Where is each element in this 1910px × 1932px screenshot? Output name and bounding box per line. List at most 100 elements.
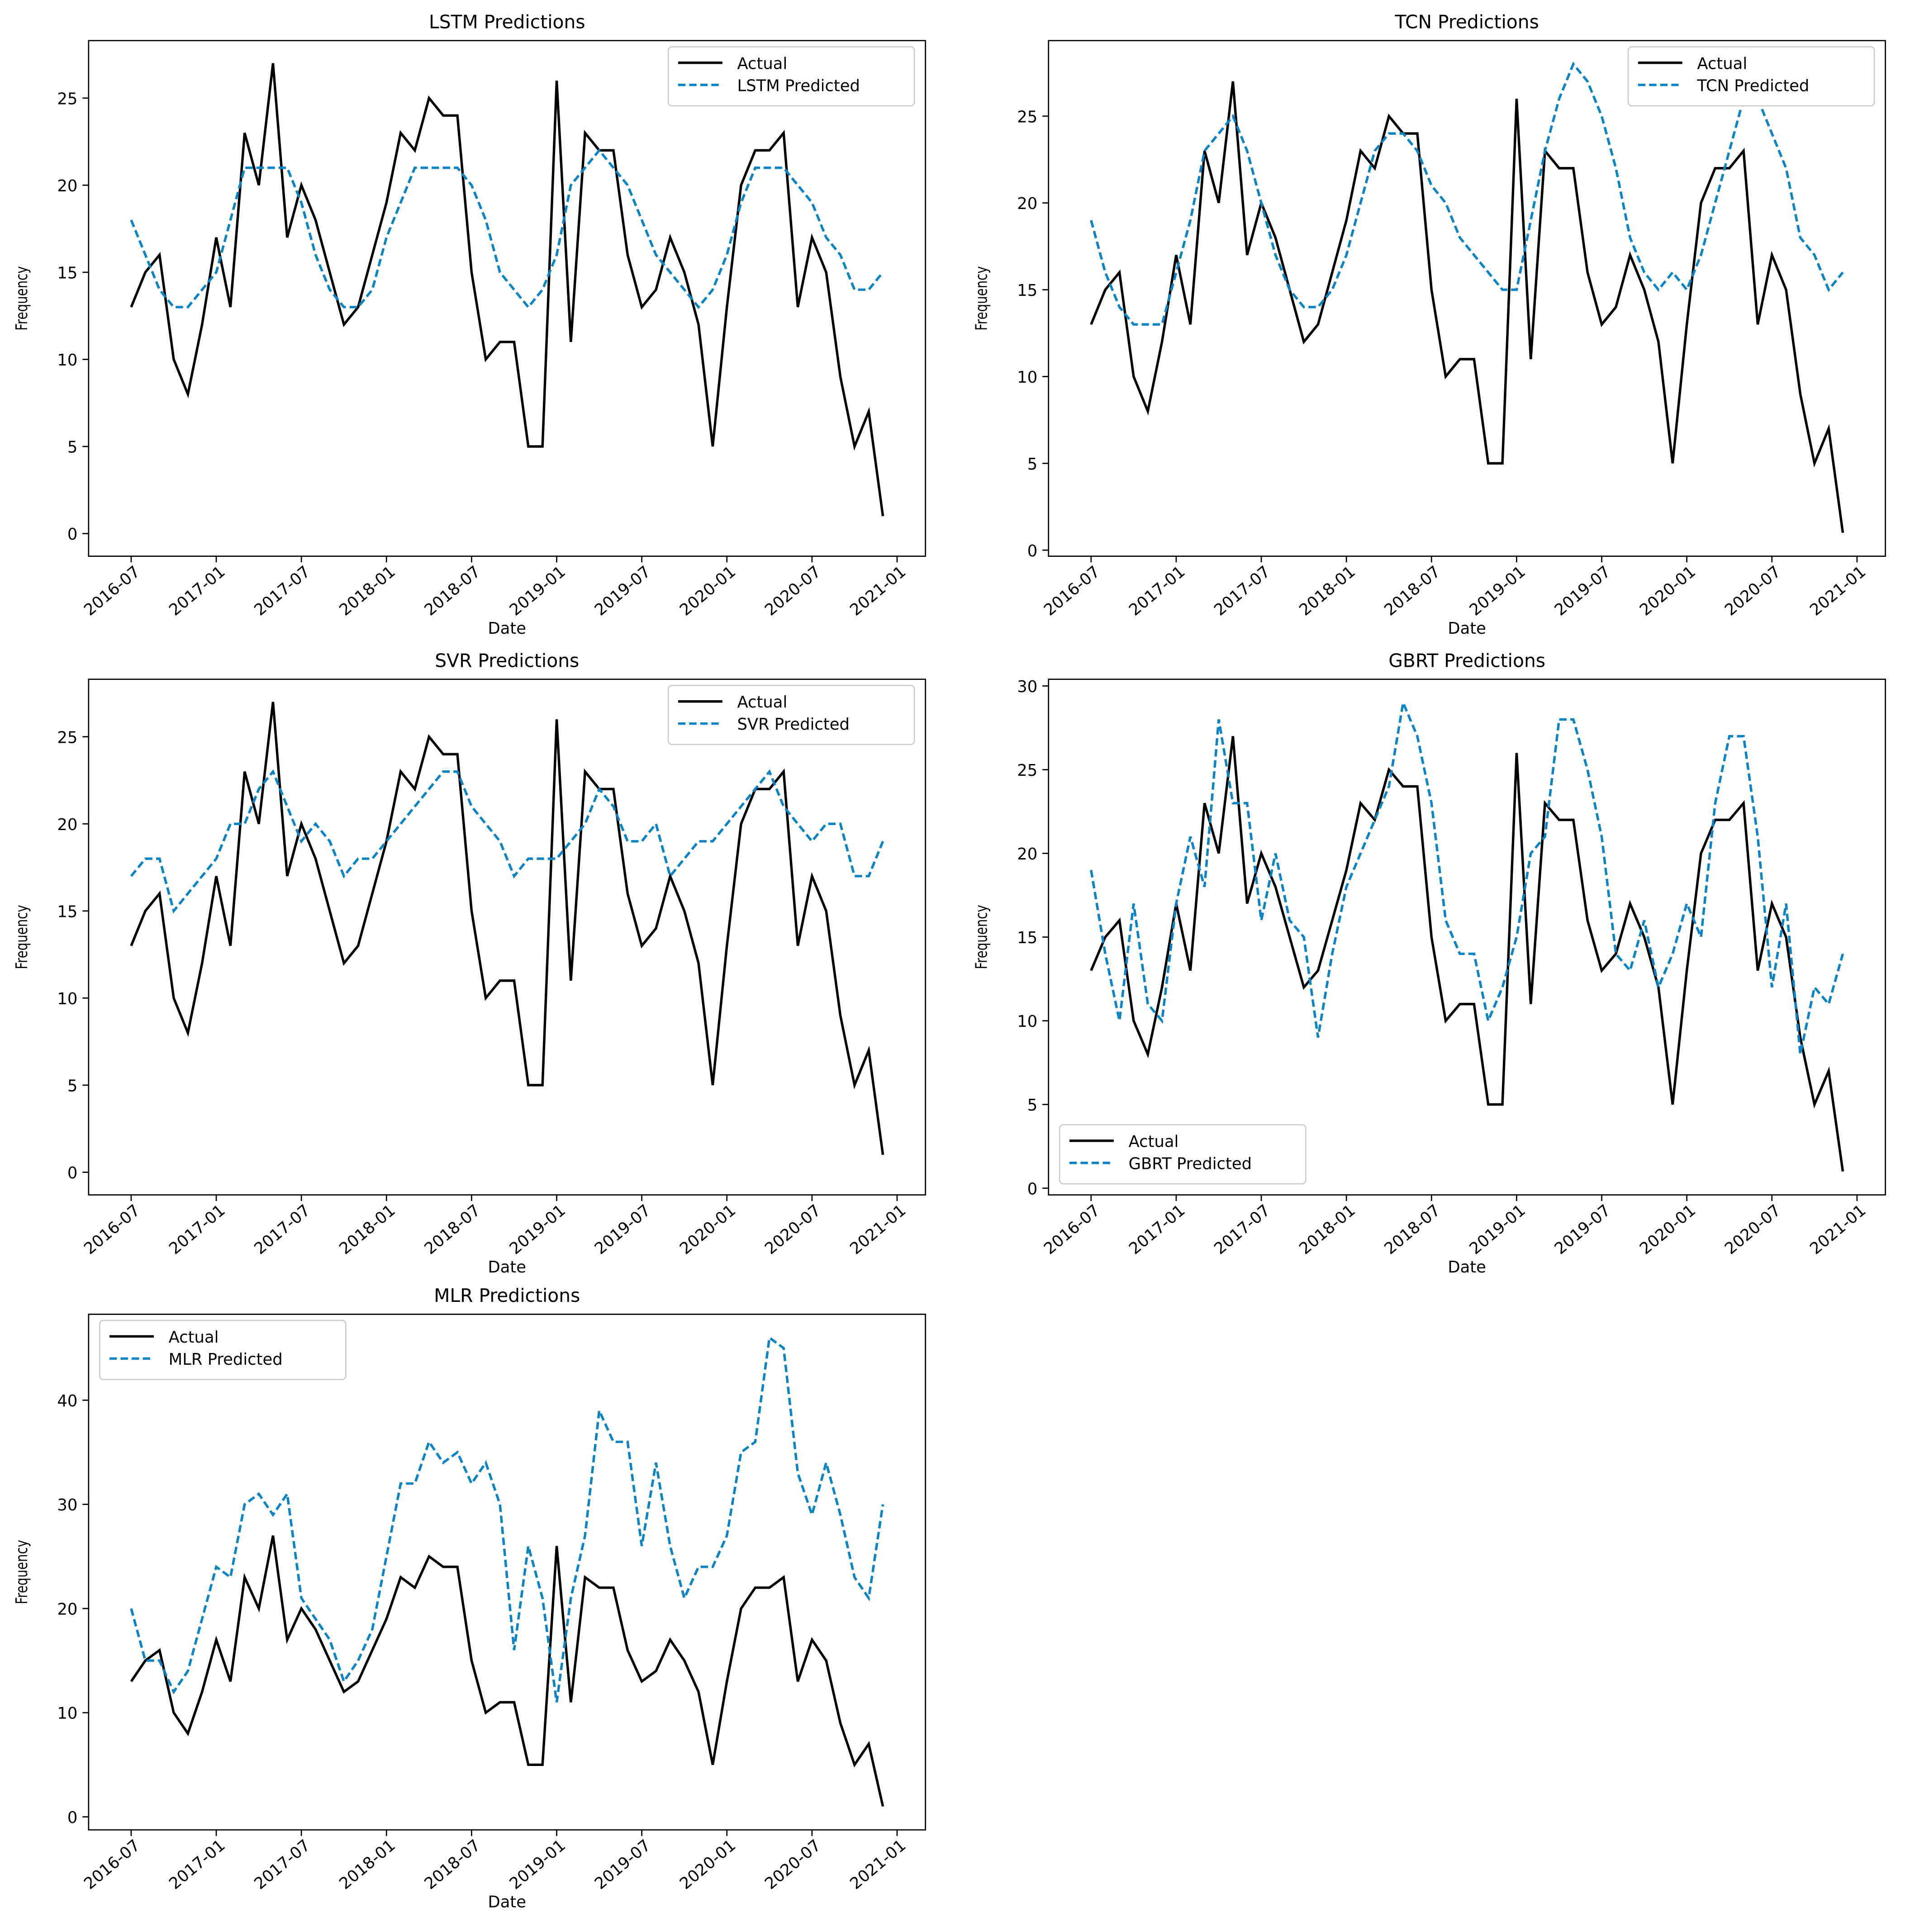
x-tick-label: 2017-07 (251, 1201, 314, 1258)
x-tick-label: 2018-01 (336, 1836, 399, 1893)
x-tick-label: 2021-01 (1806, 1201, 1870, 1258)
x-tick-label: 2019-07 (1551, 1201, 1615, 1258)
y-tick-label: 5 (1027, 1096, 1038, 1115)
legend-box (667, 684, 915, 745)
y-tick-label: 10 (57, 990, 77, 1008)
x-tick-label: 2017-01 (1126, 1201, 1189, 1258)
x-tick-label: 2021-01 (846, 1201, 910, 1258)
y-tick-label: 20 (1017, 845, 1037, 864)
x-tick-label: 2017-01 (166, 1201, 229, 1258)
y-tick-label: 15 (57, 902, 77, 921)
series-line (130, 148, 884, 309)
x-tick-label: 2020-01 (1636, 1201, 1700, 1258)
legend-label: LSTM Predicted (737, 76, 860, 95)
chart-title: MLR Predictions (434, 1285, 580, 1306)
legend-box (1627, 46, 1875, 107)
legend-label: GBRT Predicted (1129, 1154, 1252, 1173)
x-tick-label: 2017-07 (1211, 1201, 1274, 1258)
x-tick-label: 2018-01 (1296, 1201, 1359, 1258)
y-tick-label: 10 (57, 1704, 77, 1723)
legend-box (667, 46, 915, 107)
x-tick-label: 2019-07 (1551, 562, 1615, 619)
panel: SVR Predictions Date Frequency 0 5 10 15 20 25 20… (13, 650, 926, 1277)
x-tick-label: 2018-07 (421, 1836, 484, 1893)
y-tick-label: 5 (67, 1077, 77, 1095)
panel: LSTM Predictions Date Frequency 0 5 10 15 20 25 2… (13, 11, 926, 638)
series-line (1090, 81, 1844, 533)
plot-frame (88, 679, 926, 1196)
legend-label: Actual (169, 1328, 219, 1347)
x-tick-label: 2019-01 (1466, 562, 1529, 619)
x-tick-label: 2020-07 (1721, 1201, 1785, 1258)
x-axis-label: Date (488, 1258, 527, 1277)
x-tick-label: 2017-07 (251, 562, 314, 619)
y-tick-label: 25 (57, 728, 77, 747)
y-tick-label: 10 (1017, 1012, 1037, 1031)
series-line (1090, 736, 1844, 1172)
legend-label: SVR Predicted (737, 715, 849, 734)
y-axis-label: Frequency (13, 905, 31, 969)
series-line (130, 63, 884, 517)
y-tick-label: 0 (67, 525, 77, 544)
x-tick-label: 2020-01 (1636, 562, 1700, 619)
x-tick-label: 2019-01 (1466, 1201, 1529, 1258)
y-tick-label: 10 (57, 351, 77, 370)
x-tick-label: 2018-07 (421, 562, 484, 619)
x-tick-label: 2016-07 (81, 1836, 144, 1893)
x-tick-label: 2020-01 (676, 1836, 740, 1893)
x-axis-label: Date (488, 1893, 527, 1912)
y-tick-label: 15 (1017, 281, 1037, 300)
series-line (130, 702, 884, 1155)
series-line (130, 1335, 884, 1703)
y-tick-label: 15 (57, 264, 77, 283)
y-tick-label: 5 (1027, 455, 1038, 474)
legend-box (1059, 1124, 1307, 1185)
x-axis-label: Date (488, 619, 527, 638)
x-tick-label: 2016-07 (1041, 562, 1104, 619)
y-tick-label: 20 (57, 1600, 77, 1619)
y-tick-label: 0 (67, 1809, 77, 1827)
legend-box (99, 1320, 347, 1380)
y-axis-label: Frequency (973, 266, 991, 330)
y-axis-label: Frequency (13, 1540, 31, 1604)
y-tick-label: 40 (57, 1392, 77, 1410)
x-tick-label: 2019-07 (591, 1836, 655, 1893)
x-tick-label: 2018-01 (1296, 562, 1359, 619)
y-tick-label: 25 (57, 90, 77, 108)
x-tick-label: 2017-01 (166, 562, 229, 619)
x-tick-label: 2019-07 (591, 1201, 655, 1258)
x-tick-label: 2020-07 (761, 1201, 825, 1258)
legend-label: MLR Predicted (169, 1350, 283, 1369)
plot-frame (88, 1314, 926, 1831)
x-tick-label: 2020-01 (676, 562, 740, 619)
y-tick-label: 5 (67, 438, 77, 457)
plot-frame (88, 40, 926, 557)
panel: GBRT Predictions Date Frequency 0 5 10 15 20 25 3… (973, 650, 1886, 1277)
y-tick-label: 20 (57, 177, 77, 195)
panel: TCN Predictions Date Frequency 0 5 10 15 20 25 20… (973, 11, 1886, 638)
plot-frame (1048, 679, 1886, 1196)
y-tick-label: 15 (1017, 929, 1037, 947)
y-tick-label: 25 (1017, 108, 1037, 126)
legend-label: TCN Predicted (1696, 76, 1809, 95)
chart-title: TCN Predictions (1394, 11, 1539, 33)
x-tick-label: 2021-01 (1806, 562, 1870, 619)
x-tick-label: 2018-07 (1381, 562, 1444, 619)
x-axis-label: Date (1448, 619, 1486, 638)
x-tick-label: 2017-07 (251, 1836, 314, 1893)
chart-title: SVR Predictions (435, 650, 579, 671)
series-line (1090, 698, 1844, 1055)
x-tick-label: 2017-01 (166, 1836, 229, 1893)
panel: MLR Predictions Date Frequency 0 10 20 30 40 201… (13, 1285, 926, 1912)
x-tick-label: 2021-01 (846, 562, 910, 619)
x-axis-label: Date (1448, 1258, 1486, 1277)
x-tick-label: 2018-01 (336, 1201, 399, 1258)
y-tick-label: 20 (1017, 195, 1037, 213)
x-tick-label: 2019-07 (591, 562, 655, 619)
x-tick-label: 2018-07 (421, 1201, 484, 1258)
series-line (1090, 62, 1844, 326)
y-tick-label: 25 (1017, 761, 1037, 780)
y-axis-label: Frequency (13, 266, 31, 330)
x-tick-label: 2016-07 (1041, 1201, 1104, 1258)
legend-label: Actual (737, 54, 787, 73)
